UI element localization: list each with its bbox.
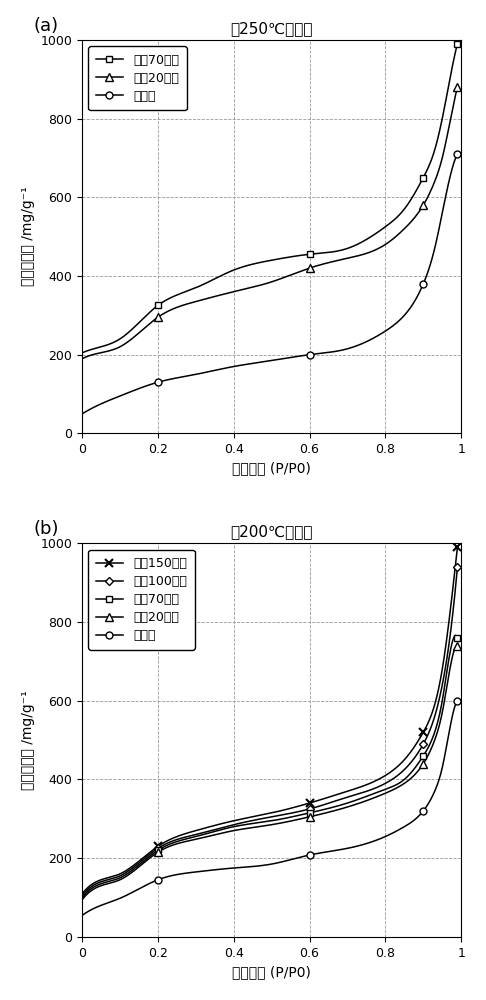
Legend: 处理150小时, 处理100小时, 处理70小时, 处理20小时, 未处理: 处理150小时, 处理100小时, 处理70小时, 处理20小时, 未处理	[88, 550, 194, 650]
Text: (a): (a)	[34, 17, 58, 35]
X-axis label: 相对压力 (P/P0): 相对压力 (P/P0)	[232, 965, 311, 979]
Title: 在200℃下处理: 在200℃下处理	[230, 524, 313, 539]
Y-axis label: 氮的吸附量 /mg/g⁻¹: 氮的吸附量 /mg/g⁻¹	[21, 690, 35, 790]
Legend: 处理70小时, 处理20小时, 未处理: 处理70小时, 处理20小时, 未处理	[88, 46, 187, 110]
X-axis label: 相对压力 (P/P0): 相对压力 (P/P0)	[232, 462, 311, 476]
Title: 在250℃下处理: 在250℃下处理	[230, 21, 313, 36]
Text: (b): (b)	[34, 520, 59, 538]
Y-axis label: 氮的吸附量 /mg/g⁻¹: 氮的吸附量 /mg/g⁻¹	[21, 187, 35, 286]
